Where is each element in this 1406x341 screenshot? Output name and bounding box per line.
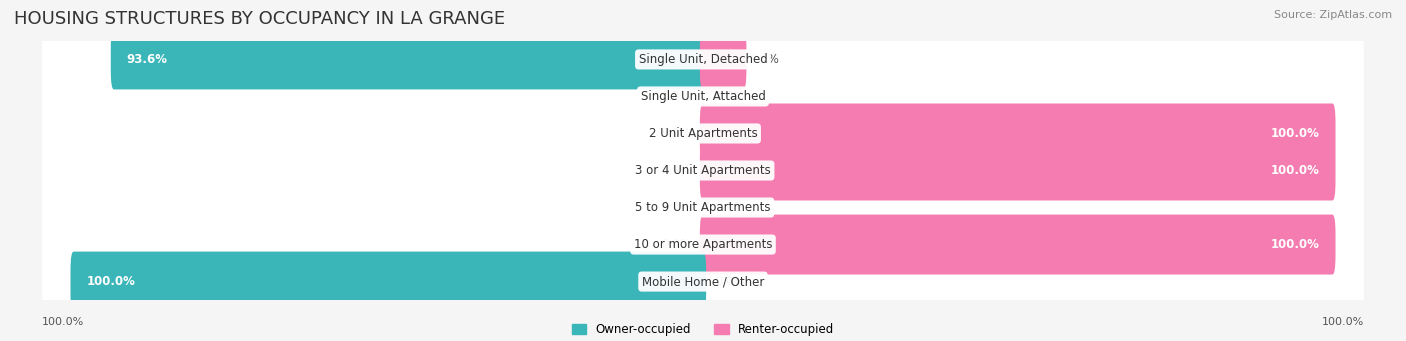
Text: 100.0%: 100.0%: [1271, 127, 1320, 140]
FancyBboxPatch shape: [42, 189, 1364, 226]
Legend: Owner-occupied, Renter-occupied: Owner-occupied, Renter-occupied: [567, 318, 839, 341]
Text: 0.0%: 0.0%: [716, 90, 745, 103]
Text: Mobile Home / Other: Mobile Home / Other: [641, 275, 765, 288]
FancyBboxPatch shape: [42, 263, 1364, 300]
Text: 6.4%: 6.4%: [749, 53, 779, 66]
Text: 0.0%: 0.0%: [661, 238, 690, 251]
FancyBboxPatch shape: [700, 140, 1336, 201]
Text: 100.0%: 100.0%: [1271, 238, 1320, 251]
Text: 100.0%: 100.0%: [86, 275, 135, 288]
Text: 0.0%: 0.0%: [661, 201, 690, 214]
Text: HOUSING STRUCTURES BY OCCUPANCY IN LA GRANGE: HOUSING STRUCTURES BY OCCUPANCY IN LA GR…: [14, 10, 505, 28]
Text: Single Unit, Detached: Single Unit, Detached: [638, 53, 768, 66]
FancyBboxPatch shape: [111, 29, 706, 89]
Text: 0.0%: 0.0%: [716, 275, 745, 288]
Text: 0.0%: 0.0%: [716, 201, 745, 214]
Text: 0.0%: 0.0%: [661, 164, 690, 177]
FancyBboxPatch shape: [700, 103, 1336, 163]
Text: 3 or 4 Unit Apartments: 3 or 4 Unit Apartments: [636, 164, 770, 177]
Text: 100.0%: 100.0%: [1271, 164, 1320, 177]
Text: 5 to 9 Unit Apartments: 5 to 9 Unit Apartments: [636, 201, 770, 214]
FancyBboxPatch shape: [42, 77, 1364, 115]
Text: Source: ZipAtlas.com: Source: ZipAtlas.com: [1274, 10, 1392, 20]
Text: 100.0%: 100.0%: [1322, 317, 1364, 327]
Text: 93.6%: 93.6%: [127, 53, 167, 66]
FancyBboxPatch shape: [42, 115, 1364, 152]
FancyBboxPatch shape: [70, 252, 706, 312]
Text: Single Unit, Attached: Single Unit, Attached: [641, 90, 765, 103]
FancyBboxPatch shape: [42, 152, 1364, 189]
FancyBboxPatch shape: [42, 41, 1364, 78]
FancyBboxPatch shape: [42, 226, 1364, 264]
FancyBboxPatch shape: [700, 214, 1336, 275]
Text: 0.0%: 0.0%: [661, 90, 690, 103]
Text: 100.0%: 100.0%: [42, 317, 84, 327]
FancyBboxPatch shape: [700, 29, 747, 89]
Text: 10 or more Apartments: 10 or more Apartments: [634, 238, 772, 251]
Text: 2 Unit Apartments: 2 Unit Apartments: [648, 127, 758, 140]
Text: 0.0%: 0.0%: [661, 127, 690, 140]
